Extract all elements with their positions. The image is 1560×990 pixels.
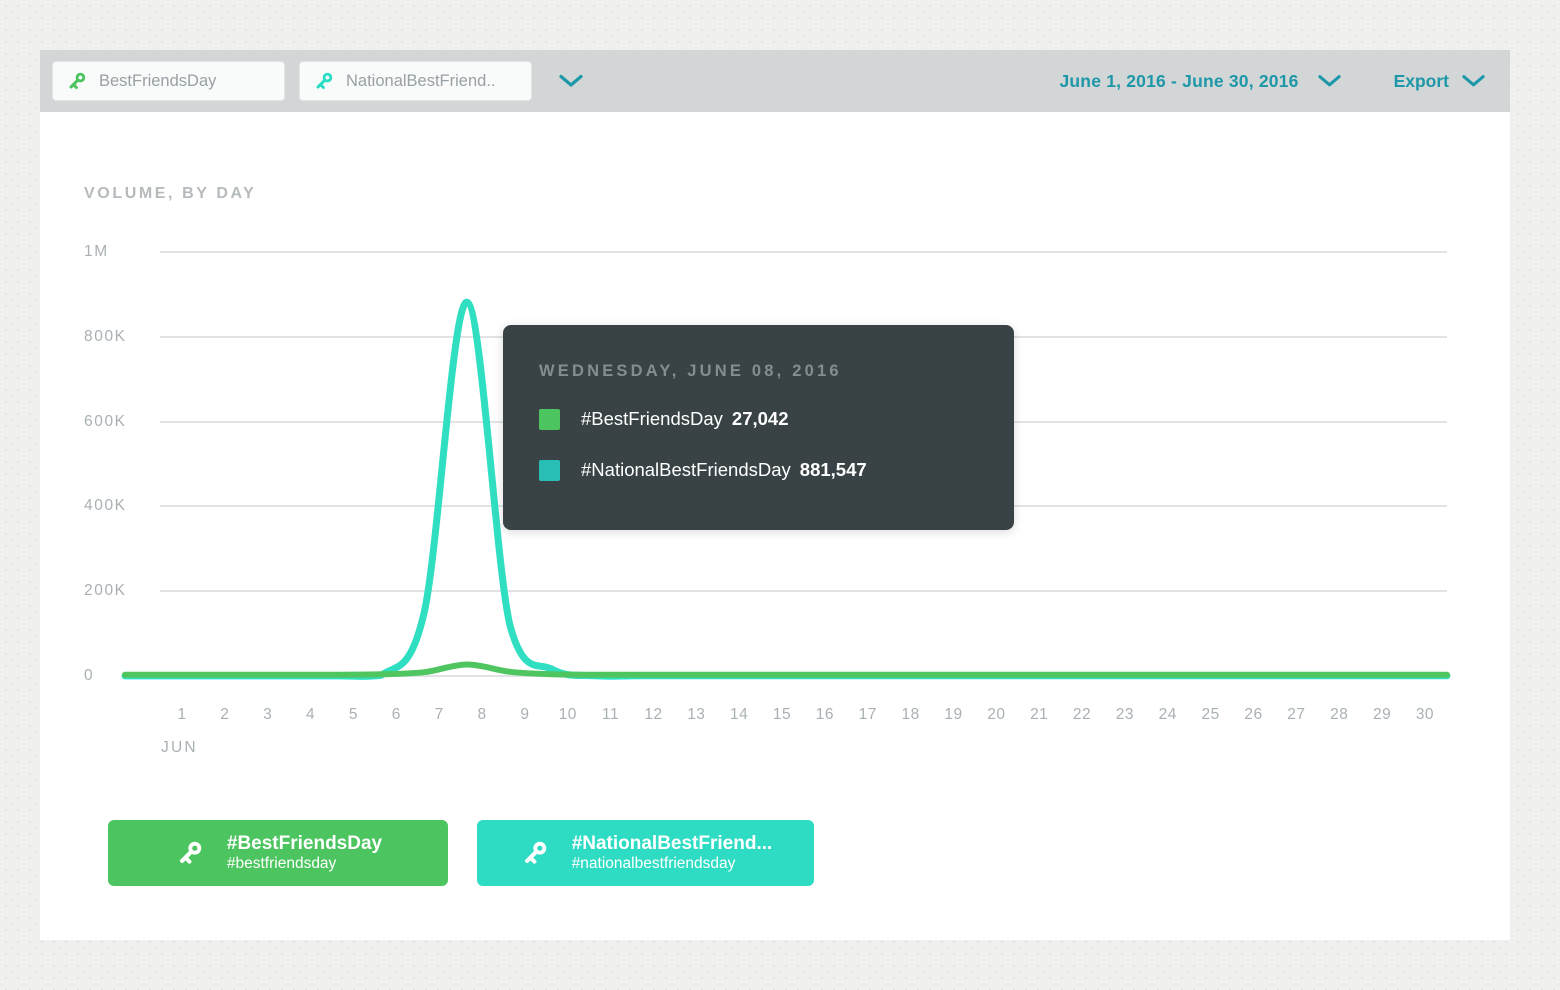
x-axis-label: 9: [520, 706, 530, 723]
analytics-card: BestFriendsDay NationalBestFriend..: [40, 50, 1510, 940]
y-axis-label: 800K: [84, 327, 127, 345]
x-axis-label: 5: [348, 706, 358, 723]
x-axis-label: 10: [558, 706, 577, 723]
x-axis-label: 28: [1330, 706, 1349, 723]
key-icon: [174, 838, 205, 869]
export-button[interactable]: Export: [1394, 71, 1486, 92]
keyword-chip-bestfriendsday[interactable]: BestFriendsDay: [52, 61, 285, 101]
x-axis-label: 23: [1115, 706, 1135, 723]
gridline: [160, 251, 1447, 253]
x-axis-label: 8: [477, 706, 487, 723]
legend-hashtag-title: #BestFriendsDay: [226, 833, 383, 855]
x-axis-label: 27: [1287, 706, 1306, 723]
y-axis-label: 0: [84, 667, 95, 684]
x-axis-label: 4: [306, 706, 316, 723]
tooltip-series-label: #BestFriendsDay: [581, 408, 723, 429]
x-axis-label: 15: [772, 706, 792, 723]
tooltip-row: #NationalBestFriendsDay 881,547: [539, 459, 984, 481]
y-axis-label: 200K: [84, 582, 127, 600]
x-axis-label: 19: [944, 706, 963, 723]
x-axis-label: 12: [644, 706, 663, 723]
chevron-down-icon: [1461, 74, 1486, 88]
y-axis-label: 600K: [84, 412, 127, 430]
chevron-down-icon: [1317, 74, 1342, 88]
x-axis-label: 1: [177, 706, 187, 723]
key-icon: [519, 838, 550, 869]
series-swatch-green: [539, 408, 560, 430]
x-axis-label: 18: [901, 706, 920, 723]
x-axis-label: 30: [1415, 706, 1435, 723]
keyword-chip-nationalbestfriendsday[interactable]: NationalBestFriend..: [299, 61, 532, 101]
x-axis-label: 14: [730, 706, 749, 723]
x-axis-label: 26: [1244, 706, 1263, 723]
x-axis-label: 22: [1072, 706, 1092, 723]
x-axis-label: 20: [987, 706, 1006, 723]
toolbar: BestFriendsDay NationalBestFriend..: [40, 50, 1510, 112]
x-axis-month-label: JUN: [161, 739, 198, 756]
tooltip-series-value: 27,042: [731, 408, 789, 429]
date-range-label: June 1, 2016 - June 30, 2016: [1059, 70, 1299, 91]
tooltip-series-label: #NationalBestFriendsDay: [581, 459, 791, 480]
gridline: [160, 590, 1447, 593]
legend-hashtag-subtitle: #nationalbestfriendsday: [571, 855, 736, 873]
x-axis-label: 24: [1158, 706, 1177, 723]
series-line-bestfriendsday: [122, 661, 1450, 678]
x-axis-label: 3: [263, 706, 273, 723]
chart-tooltip: WEDNESDAY, JUNE 08, 2016 #BestFriendsDay…: [503, 325, 1014, 530]
x-axis-label: 7: [434, 706, 444, 723]
legend-hashtag-subtitle: #bestfriendsday: [226, 855, 337, 873]
y-axis-label: 400K: [84, 497, 127, 515]
legend-hashtag-title: #NationalBestFriend...: [571, 833, 773, 855]
export-label: Export: [1393, 70, 1449, 91]
key-icon: [312, 70, 335, 93]
legend-button-nationalbestfriendsday[interactable]: #NationalBestFriend... #nationalbestfrie…: [477, 820, 814, 886]
keywords-dropdown-chevron-icon[interactable]: [558, 74, 584, 88]
x-axis-label: 11: [602, 706, 620, 723]
x-axis-label: 6: [391, 706, 401, 723]
date-range-selector[interactable]: June 1, 2016 - June 30, 2016: [1059, 71, 1341, 92]
x-axis-label: 29: [1372, 706, 1392, 723]
x-axis-label: 25: [1201, 706, 1220, 723]
x-axis-label: 16: [815, 706, 835, 723]
tooltip-date-title: WEDNESDAY, JUNE 08, 2016: [539, 362, 842, 380]
tooltip-row: #BestFriendsDay 27,042: [539, 408, 984, 430]
x-axis-label: 2: [220, 706, 230, 723]
x-axis-label: 21: [1030, 706, 1049, 723]
series-swatch-teal: [539, 459, 560, 481]
x-axis-label: 17: [858, 706, 877, 723]
keyword-chip-label: NationalBestFriend..: [346, 71, 496, 90]
y-axis-label: 1M: [84, 243, 109, 260]
legend-button-bestfriendsday[interactable]: #BestFriendsDay #bestfriendsday: [108, 820, 448, 886]
x-axis-label: 13: [687, 706, 706, 723]
keyword-chip-label: BestFriendsDay: [99, 71, 217, 90]
tooltip-series-value: 881,547: [799, 459, 867, 480]
chart-title: VOLUME, BY DAY: [84, 185, 257, 202]
key-icon: [65, 70, 88, 93]
